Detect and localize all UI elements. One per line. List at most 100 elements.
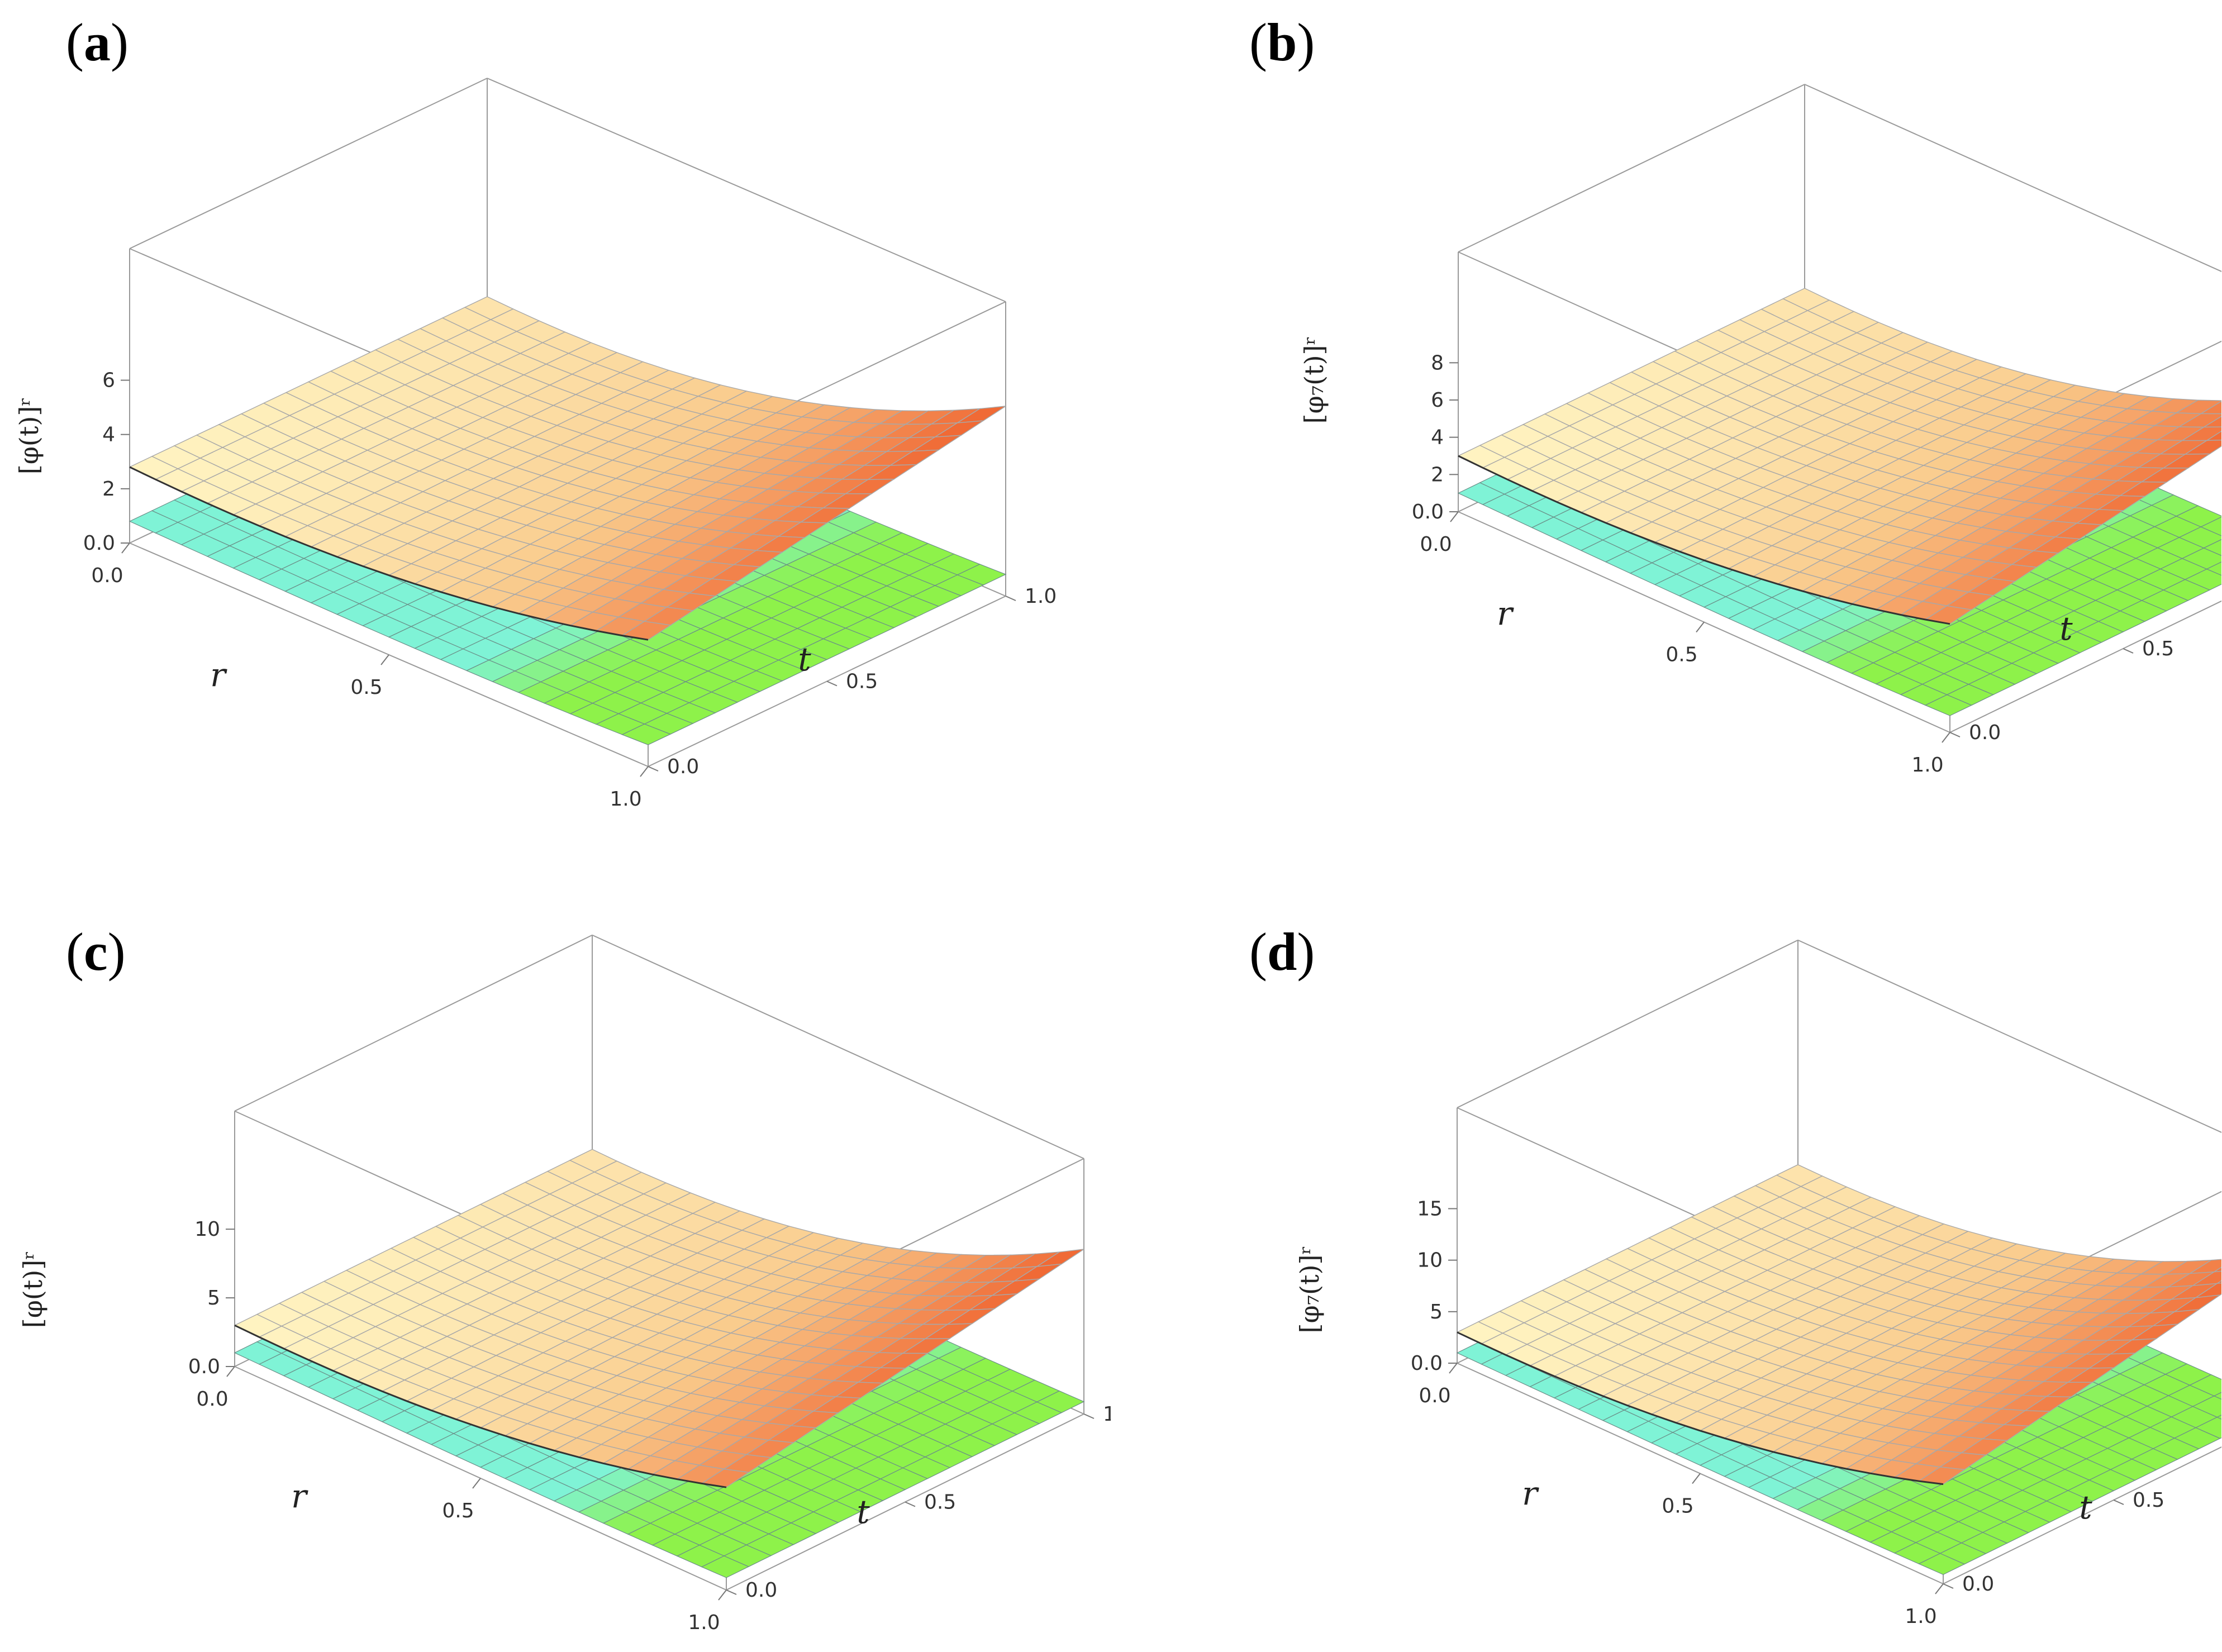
lower-surface-patch <box>2178 526 2221 549</box>
surface-front-edge <box>1457 1331 1944 1486</box>
r-tick-label: 0.5 <box>1662 1495 1693 1518</box>
z-tick-label: 2 <box>1431 463 1444 486</box>
lower-surface-patch <box>2200 516 2221 536</box>
z-axis-label: [φ(t)]ʳ <box>18 1251 48 1328</box>
t-tick-label: 0.5 <box>846 670 878 693</box>
z-tick-label: 6 <box>1431 389 1444 412</box>
chart-panel-a: (a) 0.0 0.5 1.0 0.0 0.5 1.0 0.0 2 4 6 r t [φ(t)]ʳ <box>0 0 1111 826</box>
panel-label-d: (d) <box>1249 922 1315 982</box>
t-tick-label: 0.5 <box>924 1491 956 1514</box>
lower-surface-patch <box>2184 568 2221 591</box>
box-edge <box>1804 84 2221 272</box>
z-tick-label: 2 <box>102 478 115 501</box>
upper-surface-patch <box>2214 1267 2221 1273</box>
panel-label-b: (b) <box>1249 12 1315 72</box>
r-tick-label: 1.0 <box>1911 754 1943 777</box>
t-tick-label: 0.0 <box>1969 721 2001 744</box>
lower-surface-patch <box>2213 1392 2221 1400</box>
t-axis-label: t <box>857 1493 870 1531</box>
t-tick-label: 0.0 <box>745 1579 777 1602</box>
r-tick-label: 0.5 <box>442 1499 474 1522</box>
r-tick-mark <box>472 1478 481 1489</box>
t-tick-label: 0.5 <box>2142 637 2174 660</box>
box-edge <box>1797 939 2221 1133</box>
panel-label-c: (c) <box>66 922 126 982</box>
t-tick-label: 0.5 <box>2133 1489 2164 1512</box>
r-tick-label: 1.0 <box>1905 1605 1936 1628</box>
r-tick-label: 0.5 <box>350 676 382 699</box>
r-tick-mark <box>1935 1583 1944 1594</box>
t-axis-label: t <box>798 640 811 678</box>
t-tick-mark <box>726 1589 737 1595</box>
lower-surface-patch <box>2175 505 2221 527</box>
z-tick-label: 0.0 <box>83 532 115 555</box>
z-tick-label: 5 <box>207 1287 220 1310</box>
lower-surface-patch <box>2188 1374 2221 1397</box>
surface-front-edge <box>129 466 649 641</box>
box-edge <box>592 934 1084 1159</box>
r-tick-mark <box>1449 1363 1458 1374</box>
z-tick-label: 0.0 <box>1412 501 1444 523</box>
r-axis-label: r <box>1522 1474 1539 1512</box>
z-tick-label: 4 <box>102 423 115 446</box>
lower-surface-patch <box>2203 539 2221 556</box>
t-tick-mark <box>1005 596 1016 601</box>
z-axis-label: [φ₇(t)]ʳ <box>1295 1246 1325 1334</box>
box-edge <box>234 934 593 1112</box>
r-tick-mark <box>718 1589 727 1601</box>
r-tick-mark <box>1696 621 1705 633</box>
r-tick-label: 1.0 <box>688 1611 720 1634</box>
t-tick-mark <box>1943 1583 1954 1589</box>
chart-panel-c: (c) 0.0 0.5 1.0 0.0 0.5 1.0 0.0 5 10 r t [φ(t)]ʳ <box>0 826 1111 1651</box>
z-tick-label: 6 <box>102 369 115 392</box>
t-tick-mark <box>2113 1499 2124 1505</box>
t-axis-label: t <box>2079 1488 2092 1526</box>
r-tick-mark <box>121 542 130 554</box>
t-tick-mark <box>648 766 659 772</box>
panel-label-a: (a) <box>66 12 129 72</box>
r-tick-mark <box>1692 1473 1701 1484</box>
t-axis-label: t <box>2059 610 2073 648</box>
r-tick-label: 0.5 <box>1666 644 1697 666</box>
z-tick-label: 15 <box>1417 1197 1443 1220</box>
lower-surface-patch <box>2195 1417 2221 1439</box>
z-tick-label: 0.0 <box>1411 1352 1443 1375</box>
t-tick-label: 1.0 <box>1025 585 1057 608</box>
z-tick-label: 4 <box>1431 426 1444 449</box>
r-tick-mark <box>1450 511 1459 522</box>
t-tick-mark <box>905 1501 916 1507</box>
lower-surface-patch <box>2192 1396 2221 1418</box>
z-axis-label: [φ₇(t)]ʳ <box>1299 336 1329 424</box>
r-tick-label: 0.0 <box>91 564 123 587</box>
t-tick-mark <box>1083 1413 1095 1419</box>
lower-surface-patch <box>2181 548 2221 570</box>
r-axis-label: r <box>291 1477 308 1515</box>
box-edge <box>1458 84 1805 253</box>
box-edge <box>129 78 488 249</box>
surface-front-edge <box>234 1324 727 1488</box>
box-edge <box>487 78 1006 302</box>
r-tick-mark <box>226 1366 235 1377</box>
z-tick-label: 5 <box>1430 1301 1443 1323</box>
surface-plot-c: 0.0 0.5 1.0 0.0 0.5 1.0 0.0 5 10 r t [φ(t)]ʳ <box>18 934 1111 1634</box>
lower-surface-patch <box>2206 561 2221 576</box>
z-axis-label: [φ(t)]ʳ <box>14 397 44 474</box>
lower-surface-patch <box>1036 1391 1085 1413</box>
box-edge <box>1457 939 1798 1108</box>
z-tick-label: 8 <box>1431 351 1444 374</box>
t-tick-mark <box>826 680 838 687</box>
t-tick-label: 1.0 <box>1103 1403 1111 1426</box>
t-tick-label: 0.0 <box>667 755 699 778</box>
surface-front-edge <box>1458 455 1950 625</box>
t-tick-mark <box>2123 648 2134 654</box>
surface-plot-a: 0.0 0.5 1.0 0.0 0.5 1.0 0.0 2 4 6 r t [φ(t)]ʳ <box>14 78 1057 811</box>
r-tick-mark <box>1942 732 1950 743</box>
r-tick-label: 0.0 <box>196 1388 228 1411</box>
z-tick-label: 0.0 <box>188 1355 220 1378</box>
t-tick-label: 0.0 <box>1962 1573 1994 1596</box>
t-tick-mark <box>1949 732 1961 737</box>
z-tick-label: 10 <box>194 1218 220 1241</box>
